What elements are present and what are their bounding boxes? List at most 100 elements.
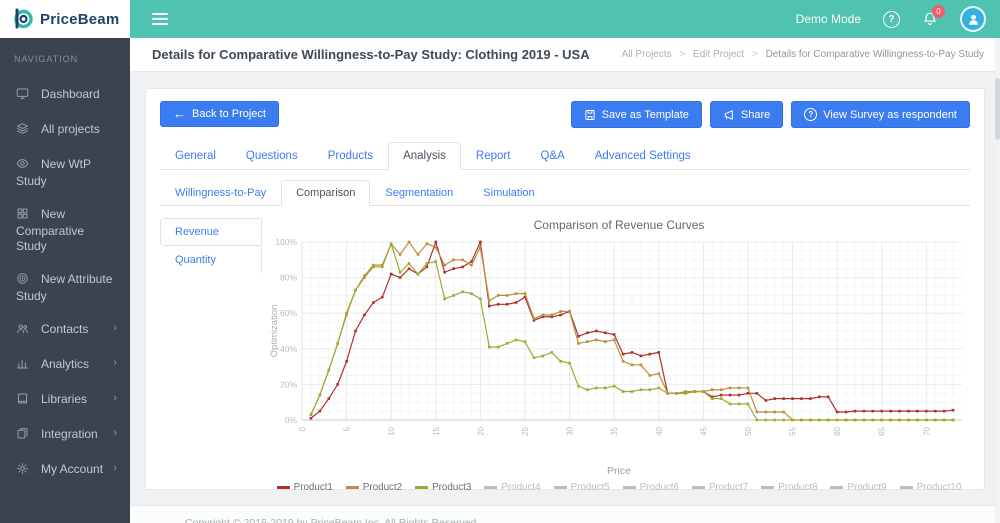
legend-item[interactable]: Product2 (345, 482, 402, 493)
legend-item[interactable]: Product1 (276, 482, 333, 493)
breadcrumb-all-projects[interactable]: All Projects (621, 49, 672, 60)
legend-label: Product6 (639, 482, 679, 493)
user-avatar[interactable] (960, 6, 986, 32)
sidebar-item-integration[interactable]: Integration (0, 418, 130, 453)
page-scrollbar[interactable] (995, 38, 1000, 523)
legend-item[interactable]: Product4 (484, 482, 541, 493)
person-icon (968, 14, 978, 25)
legend-swatch (622, 486, 636, 489)
notifications-button[interactable]: 0 (922, 5, 945, 27)
svg-text:40%: 40% (280, 344, 297, 354)
bell-icon (924, 12, 936, 25)
chart-title: Comparison of Revenue Curves (533, 218, 705, 232)
tab-revenue[interactable]: Revenue (160, 218, 262, 246)
svg-text:45: 45 (699, 426, 708, 435)
layers-icon (16, 122, 31, 139)
tab-qa[interactable]: Q&A (540, 150, 565, 162)
svg-text:0: 0 (298, 426, 307, 431)
legend-item[interactable]: Product8 (761, 482, 817, 493)
breadcrumb-separator: > (679, 49, 686, 60)
tab-advanced-settings[interactable]: Advanced Settings (594, 150, 691, 162)
legend-swatch (484, 486, 498, 489)
comparison-panel: Revenue Quantity Comparison of Revenue C… (160, 216, 970, 493)
pricebeam-logo-icon (14, 8, 33, 29)
chevron-right-icon (113, 356, 117, 371)
notification-badge: 0 (932, 5, 945, 18)
page-title-bar: Details for Comparative Willingness-to-P… (130, 38, 1000, 72)
legend-item[interactable]: Product5 (553, 482, 610, 493)
tab-general[interactable]: General (175, 150, 216, 162)
legend-item[interactable]: Product10 (899, 482, 962, 493)
target-icon (16, 272, 31, 289)
back-to-project-button[interactable]: ← Back to Project (160, 101, 279, 127)
legend-swatch (345, 486, 359, 489)
chevron-right-icon (113, 426, 117, 441)
svg-text:80%: 80% (280, 273, 297, 283)
svg-text:20: 20 (476, 426, 485, 435)
legend-label: Product8 (778, 482, 818, 493)
scrollbar-thumb[interactable] (995, 78, 1000, 140)
x-axis-label: Price (607, 465, 631, 477)
tab-analysis[interactable]: Analysis (388, 142, 461, 170)
svg-text:Optimization: Optimization (269, 305, 280, 358)
sidebar-item-new-comparative-study[interactable]: New Comparative Study (16, 207, 85, 253)
bar-chart-icon (16, 357, 31, 374)
sidebar-item-new-wtp-study[interactable]: New WtP Study (16, 157, 91, 188)
gear-icon (16, 462, 31, 479)
left-arrow-icon: ← (173, 106, 186, 121)
legend-item[interactable]: Product9 (830, 482, 887, 493)
tab-products[interactable]: Products (327, 150, 374, 162)
chart-container: Comparison of Revenue Curves 0% 20% 40% 60%… (268, 216, 970, 493)
study-detail-card: ← Back to Project Save as Template Share… (145, 88, 985, 493)
sidebar-item-analytics[interactable]: Analytics (0, 348, 130, 383)
chart-legend: Product1 Product2 Product3 Product4 Product5… (268, 482, 970, 493)
svg-text:60: 60 (833, 426, 842, 435)
legend-item[interactable]: Product6 (622, 482, 679, 493)
tab-report[interactable]: Report (475, 150, 511, 162)
eye-icon (16, 157, 31, 174)
copyright-text: Copyright © 2015-2019 by PriceBeam Inc. … (185, 517, 480, 523)
legend-swatch (553, 486, 567, 489)
legend-swatch (276, 486, 290, 489)
subtab-segmentation[interactable]: Segmentation (385, 187, 454, 199)
dashboard-icon (16, 87, 31, 104)
legend-label: Product1 (293, 482, 333, 493)
subtab-comparison[interactable]: Comparison (281, 180, 371, 206)
menu-toggle-icon[interactable] (152, 10, 168, 28)
tab-questions[interactable]: Questions (245, 150, 298, 162)
legend-item[interactable]: Product3 (415, 482, 471, 493)
svg-text:40: 40 (655, 426, 664, 435)
share-button[interactable]: Share (709, 101, 784, 128)
brand-logo[interactable]: PriceBeam (0, 0, 130, 38)
sidebar-item-contacts[interactable]: Contacts (0, 313, 130, 348)
footer: Copyright © 2015-2019 by PriceBeam Inc. … (130, 505, 1000, 523)
help-icon[interactable]: ? (883, 10, 900, 28)
sidebar-item-new-attribute-study[interactable]: New Attribute Study (16, 272, 113, 303)
copy-icon (16, 427, 31, 444)
svg-text:15: 15 (432, 426, 441, 435)
subtab-willingness-to-pay[interactable]: Willingness-to-Pay (175, 187, 267, 199)
sidebar-item-libraries[interactable]: Libraries (0, 383, 130, 418)
svg-text:35: 35 (610, 426, 619, 435)
legend-label: Product10 (916, 482, 962, 493)
main-content: ← Back to Project Save as Template Share… (130, 72, 1000, 505)
tab-quantity[interactable]: Quantity (160, 246, 262, 274)
legend-item[interactable]: Product7 (691, 482, 748, 493)
save-as-template-button[interactable]: Save as Template (570, 101, 702, 128)
sidebar-item-all-projects[interactable]: All projects (0, 113, 130, 148)
header-actions: Demo Mode ? 0 (795, 5, 986, 32)
top-header-bar: Demo Mode ? 0 (130, 0, 1000, 38)
legend-label: Product5 (570, 482, 610, 493)
save-icon (585, 109, 595, 120)
sidebar-item-dashboard[interactable]: Dashboard (0, 78, 130, 113)
book-icon (16, 392, 31, 409)
breadcrumb-edit-project[interactable]: Edit Project (693, 49, 745, 60)
demo-mode-label: Demo Mode (795, 12, 861, 26)
view-survey-button[interactable]: ? View Survey as respondent (791, 101, 970, 128)
legend-label: Product3 (432, 482, 472, 493)
contacts-icon (16, 322, 31, 339)
toolbar: ← Back to Project Save as Template Share… (160, 101, 970, 128)
sidebar-item-my-account[interactable]: My Account (0, 453, 130, 488)
subtab-simulation[interactable]: Simulation (483, 187, 535, 199)
